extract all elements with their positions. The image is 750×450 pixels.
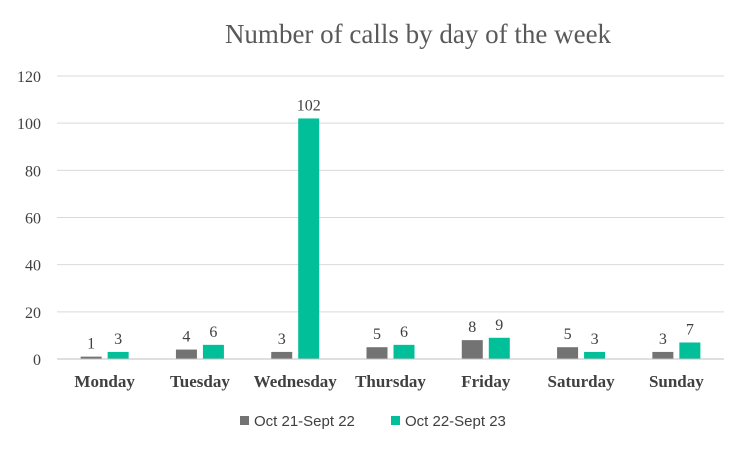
- data-label: 3: [659, 331, 667, 348]
- bars: [80, 118, 701, 359]
- data-label: 6: [209, 324, 217, 341]
- x-tick-label: Monday: [74, 372, 135, 391]
- data-label: 8: [468, 319, 476, 336]
- data-label: 5: [564, 326, 572, 343]
- y-tick-label: 120: [17, 69, 41, 86]
- x-tick-label: Saturday: [548, 372, 616, 391]
- data-label: 1: [87, 336, 95, 353]
- bar-thursday-series-2: [393, 344, 415, 359]
- legend-item-series-1[interactable]: Oct 21-Sept 22: [240, 413, 355, 430]
- bar-friday-series-2: [488, 337, 510, 359]
- bar-wednesday-series-1: [271, 351, 293, 359]
- y-tick-label: 100: [17, 116, 41, 133]
- data-label: 7: [686, 321, 694, 338]
- legend-item-series-2[interactable]: Oct 22-Sept 23: [391, 413, 506, 430]
- data-label: 3: [278, 331, 286, 348]
- bar-monday-series-1: [80, 356, 102, 359]
- y-tick-label: 80: [25, 163, 41, 180]
- chart-title: Number of calls by day of the week: [225, 19, 612, 49]
- x-tick-label: Thursday: [355, 372, 426, 391]
- legend-label: Oct 21-Sept 22: [254, 413, 355, 430]
- bar-tuesday-series-1: [175, 349, 197, 359]
- y-axis-ticks: 0 20 40 60 80 100 120: [17, 69, 41, 369]
- bar-saturday-series-2: [584, 351, 606, 359]
- legend-swatch: [240, 416, 249, 425]
- bar-wednesday-series-2: [298, 118, 320, 359]
- bar-friday-series-1: [461, 340, 483, 359]
- x-axis-ticks: Monday Tuesday Wednesday Thursday Friday Satu…: [74, 372, 704, 391]
- data-label: 3: [591, 331, 599, 348]
- y-tick-label: 40: [25, 258, 41, 275]
- data-label: 5: [373, 326, 381, 343]
- legend-label: Oct 22-Sept 23: [405, 413, 506, 430]
- data-label: 6: [400, 324, 408, 341]
- bar-thursday-series-1: [366, 347, 388, 359]
- y-tick-label: 0: [33, 352, 41, 369]
- x-tick-label: Tuesday: [170, 372, 230, 391]
- gridlines: [57, 75, 724, 313]
- y-tick-label: 60: [25, 211, 41, 228]
- bar-sunday-series-2: [679, 342, 701, 359]
- data-label: 3: [114, 331, 122, 348]
- data-label: 9: [495, 317, 503, 334]
- data-labels: 1 3 4 6 3 102 5 6 8 9 5 3 3 7: [87, 97, 694, 352]
- legend-swatch: [391, 416, 400, 425]
- data-label: 102: [297, 97, 321, 114]
- bar-monday-series-2: [107, 351, 129, 359]
- bar-sunday-series-1: [652, 351, 674, 359]
- data-label: 4: [182, 329, 190, 346]
- x-tick-label: Friday: [461, 372, 511, 391]
- x-tick-label: Sunday: [649, 372, 704, 391]
- x-tick-label: Wednesday: [254, 372, 338, 391]
- y-tick-label: 20: [25, 305, 41, 322]
- legend[interactable]: Oct 21-Sept 22 Oct 22-Sept 23: [240, 413, 506, 430]
- bar-saturday-series-1: [557, 347, 579, 359]
- bar-tuesday-series-2: [202, 344, 224, 359]
